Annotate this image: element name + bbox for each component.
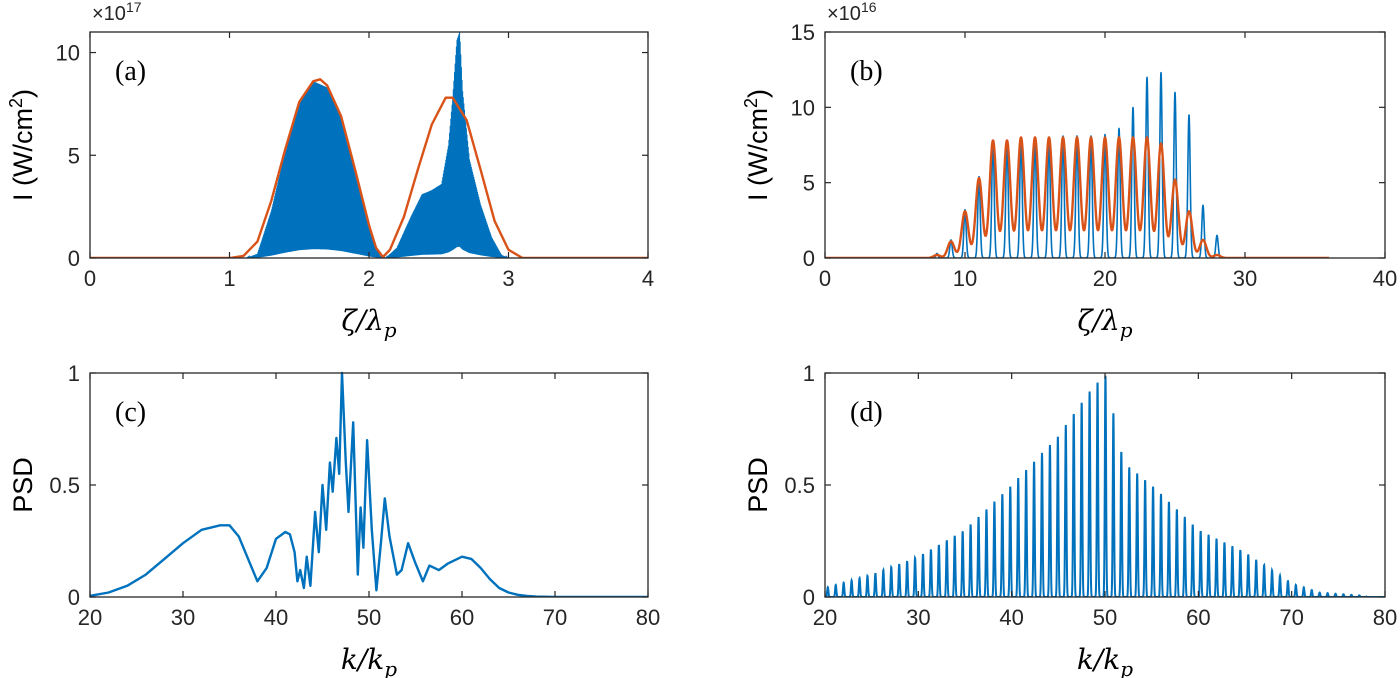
series-pulses-2 <box>825 136 1331 258</box>
y-tick-label: 1 <box>68 361 80 386</box>
plot-area <box>825 71 1331 258</box>
y-exponent-label: ×1017 <box>92 0 142 25</box>
x-tick-label: 50 <box>1093 605 1117 630</box>
plot-area <box>90 371 648 597</box>
y-tick-label: 0.5 <box>49 473 80 498</box>
chart-panel-b: 0 10 20 30 40 0 5 10 15 ×1016 (b) ζ/λp I (W/cm2) <box>741 0 1397 342</box>
x-tick-label: 0 <box>84 266 96 291</box>
y-tick-label: 5 <box>803 171 815 196</box>
x-tick-label: 30 <box>906 605 930 630</box>
x-tick-label: 30 <box>1233 266 1257 291</box>
y-tick-label: 10 <box>56 41 80 66</box>
x-tick-label: 20 <box>78 605 102 630</box>
x-tick-label: 40 <box>999 605 1023 630</box>
y-tick-label: 0 <box>68 585 80 610</box>
y-axis-label: I (W/cm2) <box>741 89 773 201</box>
x-tick-label: 70 <box>1279 605 1303 630</box>
panel-label: (a) <box>115 56 146 87</box>
panel-label: (c) <box>115 397 146 428</box>
y-axis-label: PSD <box>8 457 38 513</box>
x-tick-label: 80 <box>636 605 660 630</box>
y-axis-label: I (W/cm2) <box>6 89 38 201</box>
chart-panel-c: 20 30 40 50 60 70 80 0 0.5 1 (c) k/kp PSD <box>8 361 660 678</box>
y-tick-label: 1 <box>803 361 815 386</box>
series-pulses-1 <box>825 71 1330 258</box>
y-tick-label: 15 <box>791 20 815 45</box>
x-tick-label: 4 <box>642 266 654 291</box>
x-tick-label: 3 <box>502 266 514 291</box>
x-tick-label: 70 <box>543 605 567 630</box>
x-tick-label: 80 <box>1373 605 1397 630</box>
y-tick-label: 0 <box>68 246 80 271</box>
y-tick-label: 0 <box>803 246 815 271</box>
x-tick-label: 60 <box>450 605 474 630</box>
y-tick-label: 0.5 <box>784 473 815 498</box>
x-tick-label: 0 <box>819 266 831 291</box>
x-tick-label: 50 <box>357 605 381 630</box>
x-axis-label: ζ/λp <box>1077 304 1132 342</box>
y-exponent-label: ×1016 <box>827 0 877 25</box>
series-comb-1 <box>825 375 1385 597</box>
panel-label: (b) <box>850 56 883 87</box>
plot-area <box>90 32 648 258</box>
x-tick-label: 60 <box>1186 605 1210 630</box>
x-tick-label: 40 <box>264 605 288 630</box>
x-tick-label: 20 <box>1093 266 1117 291</box>
chart-panel-a: 0 1 2 3 4 0 5 10 ×1017 (a) ζ/λp I (W/cm2) <box>6 0 654 342</box>
x-tick-label: 10 <box>953 266 977 291</box>
y-tick-label: 5 <box>68 143 80 168</box>
series-line-1 <box>90 371 648 597</box>
x-tick-label: 20 <box>813 605 837 630</box>
x-axis-label: k/kp <box>341 643 397 678</box>
x-tick-label: 30 <box>171 605 195 630</box>
x-axis-label: ζ/λp <box>341 304 396 342</box>
x-tick-label: 1 <box>223 266 235 291</box>
y-tick-label: 10 <box>791 95 815 120</box>
x-tick-label: 40 <box>1373 266 1397 291</box>
plot-area <box>825 375 1385 597</box>
chart-panel-d: 20 30 40 50 60 70 80 0 0.5 1 (d) k/kp PSD <box>743 361 1397 678</box>
panel-label: (d) <box>850 397 883 428</box>
x-axis-label: k/kp <box>1077 643 1133 678</box>
series-line-2 <box>90 78 648 258</box>
y-axis-label: PSD <box>743 457 773 513</box>
y-tick-label: 0 <box>803 585 815 610</box>
x-tick-label: 2 <box>363 266 375 291</box>
